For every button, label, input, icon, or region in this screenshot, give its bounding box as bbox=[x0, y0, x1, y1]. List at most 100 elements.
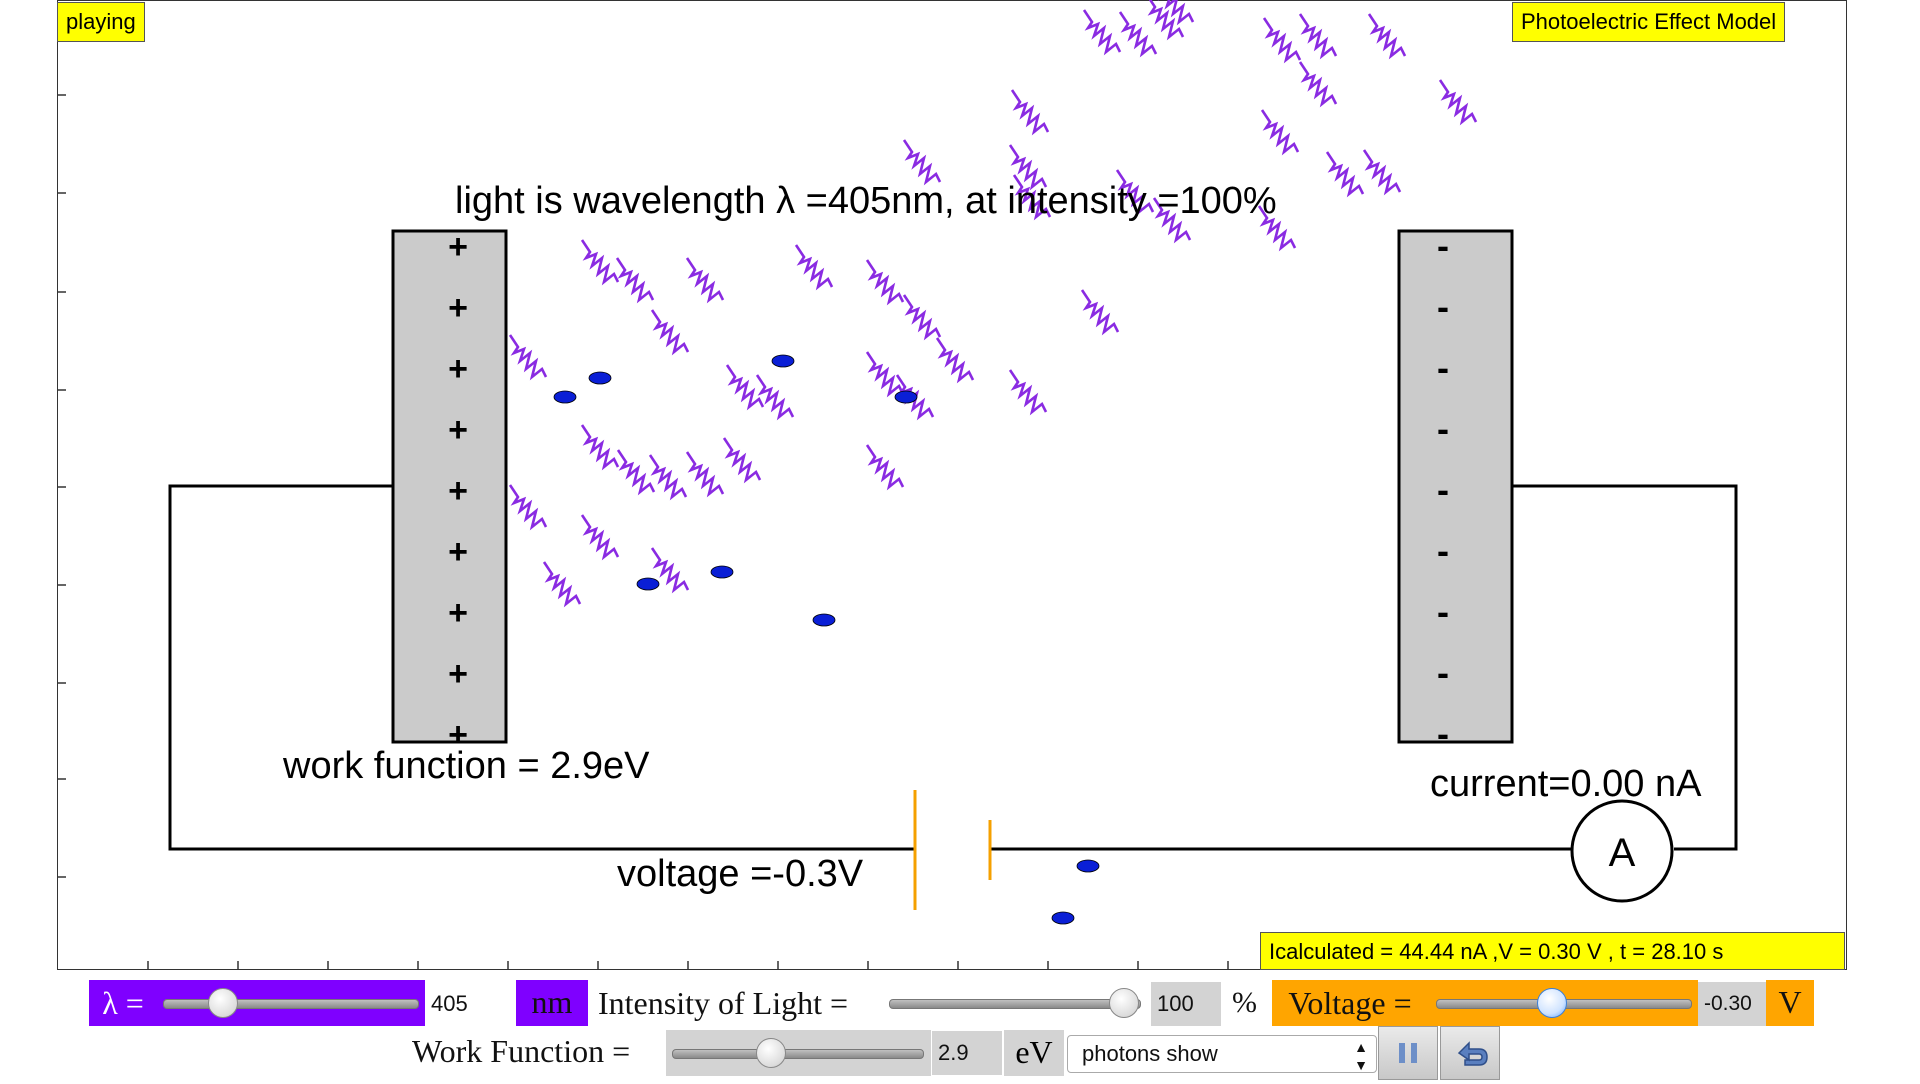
photon bbox=[865, 259, 905, 306]
work-function-label: Work Function = bbox=[412, 1033, 631, 1069]
plus-sign: + bbox=[448, 533, 468, 571]
plus-sign: + bbox=[448, 472, 468, 510]
photon bbox=[1260, 109, 1300, 156]
work-function-slider[interactable] bbox=[666, 1030, 931, 1076]
photon bbox=[935, 337, 975, 384]
minus-sign: - bbox=[1437, 530, 1449, 571]
plate-plus-signs: + + + + + + + + + bbox=[448, 228, 468, 754]
intensity-slider[interactable] bbox=[885, 980, 1150, 1026]
voltage-text: voltage =-0.3V bbox=[617, 853, 864, 895]
electrons bbox=[553, 354, 1100, 925]
photon bbox=[650, 547, 690, 594]
electron bbox=[1051, 911, 1075, 925]
photon bbox=[542, 561, 582, 608]
axis-ticks bbox=[57, 94, 1229, 970]
photon bbox=[580, 424, 620, 471]
intensity-input[interactable]: 100 bbox=[1151, 982, 1221, 1026]
lambda-unit: nm bbox=[516, 980, 588, 1026]
plus-sign: + bbox=[448, 350, 468, 388]
display-mode-value: photons show bbox=[1082, 1041, 1218, 1066]
voltage-slider[interactable] bbox=[1428, 980, 1698, 1026]
current-text: current=0.00 nA bbox=[1430, 763, 1702, 805]
electron bbox=[588, 371, 612, 385]
voltage-slider-knob[interactable] bbox=[1536, 988, 1567, 1018]
photon bbox=[1008, 369, 1048, 416]
photon bbox=[902, 139, 942, 186]
minus-sign: - bbox=[1437, 591, 1449, 632]
ammeter bbox=[1570, 799, 1674, 903]
minus-sign: - bbox=[1437, 408, 1449, 449]
minus-sign: - bbox=[1437, 347, 1449, 388]
photon bbox=[1152, 197, 1192, 244]
photon bbox=[1147, 0, 1185, 41]
photon bbox=[1082, 9, 1122, 56]
circuit-wires bbox=[168, 484, 1738, 851]
photon bbox=[794, 244, 834, 291]
ammeter-symbol: A bbox=[1609, 831, 1636, 875]
intensity-label: Intensity of Light = bbox=[598, 985, 849, 1021]
plus-sign: + bbox=[448, 289, 468, 327]
photon bbox=[1367, 13, 1407, 60]
photon bbox=[1157, 0, 1195, 26]
photon bbox=[725, 364, 765, 411]
photon bbox=[1262, 17, 1302, 64]
photon bbox=[508, 334, 548, 381]
calculated-readout: Icalculated = 44.44 nA ,V = 0.30 V , t =… bbox=[1260, 932, 1845, 970]
photon bbox=[685, 257, 725, 304]
plus-sign: + bbox=[448, 594, 468, 632]
minus-sign: - bbox=[1437, 225, 1449, 266]
plus-sign: + bbox=[448, 716, 468, 754]
photon bbox=[865, 351, 905, 398]
photon bbox=[580, 239, 620, 286]
electron bbox=[812, 613, 836, 627]
electron bbox=[1076, 859, 1100, 873]
plus-sign: + bbox=[448, 411, 468, 449]
photon bbox=[1438, 79, 1478, 126]
intensity-slider-knob[interactable] bbox=[1109, 988, 1139, 1018]
lambda-slider[interactable] bbox=[157, 980, 425, 1026]
voltage-input[interactable]: -0.30 bbox=[1698, 982, 1766, 1026]
select-arrows-icon: ▲ ▼ bbox=[1354, 1039, 1368, 1073]
reset-button[interactable] bbox=[1440, 1026, 1500, 1080]
light-description: light is wavelength λ =405nm, at intensi… bbox=[455, 180, 1277, 222]
display-mode-select[interactable]: photons show ▲ ▼ bbox=[1067, 1035, 1377, 1073]
model-title: Photoelectric Effect Model bbox=[1512, 2, 1786, 42]
electron bbox=[636, 577, 660, 591]
photon bbox=[1010, 89, 1050, 136]
pause-icon bbox=[1399, 1043, 1417, 1063]
photon bbox=[1325, 151, 1365, 198]
photon bbox=[1012, 174, 1052, 221]
work-function-slider-knob[interactable] bbox=[755, 1038, 786, 1068]
photon bbox=[1008, 144, 1048, 191]
minus-sign: - bbox=[1437, 286, 1449, 327]
photon bbox=[1298, 13, 1338, 60]
pause-button[interactable] bbox=[1378, 1026, 1438, 1080]
photon bbox=[1115, 169, 1155, 216]
intensity-unit: % bbox=[1232, 986, 1257, 1019]
photon bbox=[508, 484, 548, 531]
positive-plate bbox=[391, 229, 508, 744]
photon bbox=[580, 514, 620, 561]
minus-sign: - bbox=[1437, 713, 1449, 754]
work-function-text: work function = 2.9eV bbox=[283, 745, 650, 787]
photon bbox=[1362, 149, 1402, 196]
photon bbox=[615, 257, 655, 304]
plus-sign: + bbox=[448, 228, 468, 266]
electron bbox=[894, 390, 918, 404]
intensity-slider-track bbox=[889, 999, 1141, 1009]
plus-sign: + bbox=[448, 655, 468, 693]
work-function-slider-track bbox=[672, 1049, 924, 1059]
lambda-input[interactable]: 405 bbox=[425, 982, 515, 1026]
plate-minus-signs: - - - - - - - - - bbox=[1437, 225, 1449, 754]
electron bbox=[553, 390, 577, 404]
photon bbox=[1257, 205, 1297, 252]
lambda-slider-track bbox=[163, 999, 419, 1009]
photon bbox=[722, 437, 762, 484]
photon bbox=[902, 294, 942, 341]
lambda-slider-knob[interactable] bbox=[207, 988, 238, 1018]
work-function-input[interactable]: 2.9 bbox=[932, 1031, 1002, 1075]
photon bbox=[1298, 61, 1338, 108]
minus-sign: - bbox=[1437, 652, 1449, 693]
work-function-unit: eV bbox=[1004, 1030, 1064, 1076]
